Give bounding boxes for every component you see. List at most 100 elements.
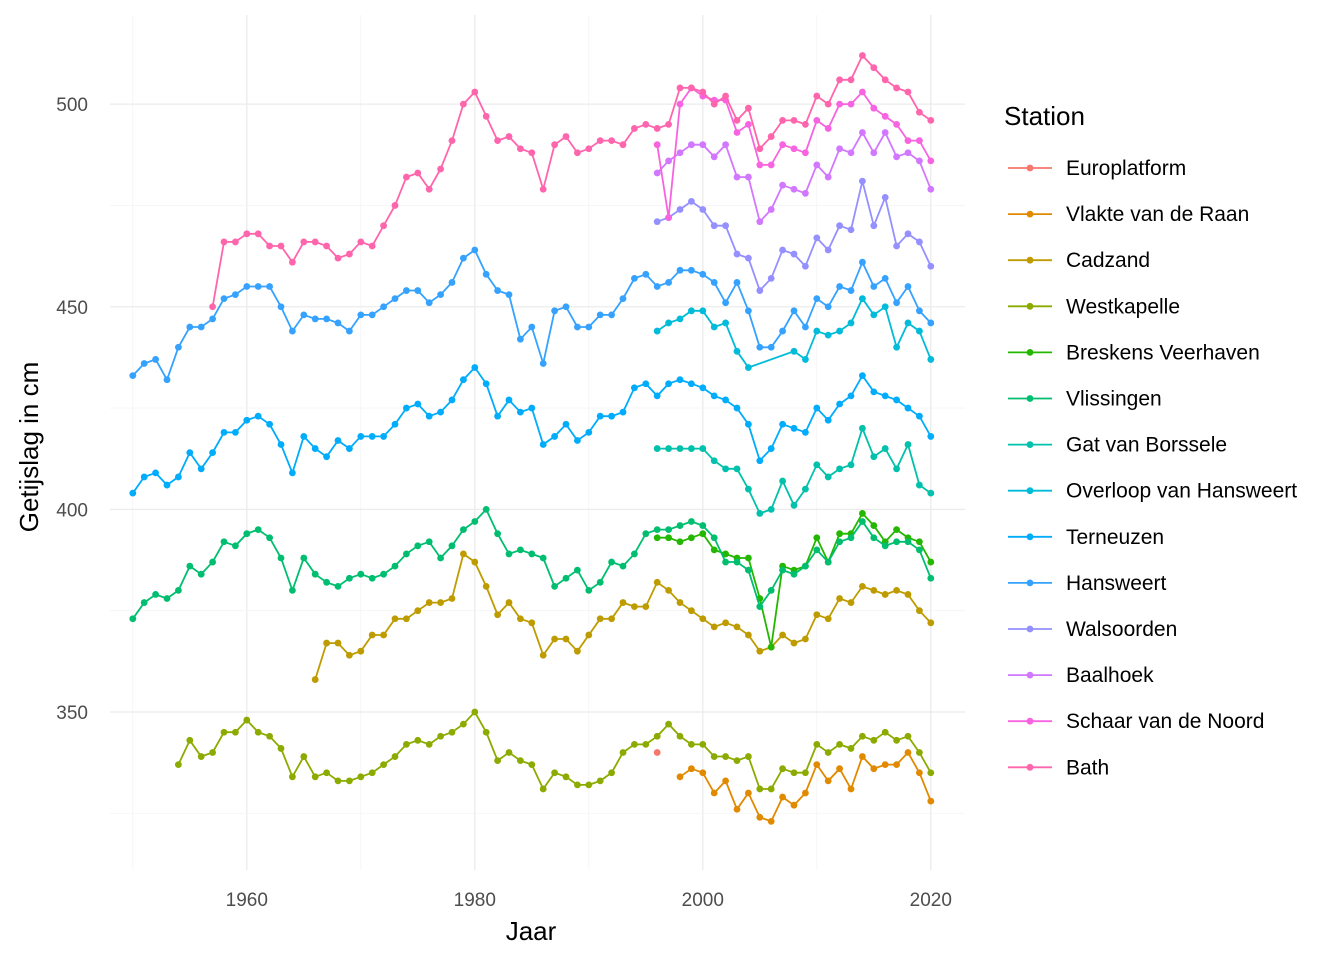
data-point (653, 392, 661, 400)
data-point (688, 534, 695, 542)
data-point (665, 526, 672, 534)
data-point (494, 611, 501, 619)
data-point (311, 315, 319, 323)
legend-key-point (1026, 717, 1034, 725)
data-point (859, 518, 866, 525)
data-point (254, 728, 262, 736)
data-point (311, 676, 319, 683)
series-line (132, 507, 932, 620)
data-point (357, 570, 365, 578)
data-point (346, 250, 353, 258)
data-point (380, 761, 387, 769)
data-point (699, 206, 707, 213)
data-point (745, 485, 752, 493)
data-point (482, 582, 490, 590)
data-point (551, 769, 558, 777)
data-point (688, 445, 695, 452)
data-point (847, 226, 855, 234)
data-point (175, 343, 182, 351)
data-point (881, 303, 889, 311)
data-point (722, 558, 729, 566)
legend-label: Breskens Veerhaven (1066, 341, 1260, 364)
y-tick-label: 450 (56, 298, 88, 319)
data-point (642, 603, 650, 611)
data-point (448, 396, 456, 404)
data-point (710, 457, 718, 465)
data-point (425, 299, 433, 307)
data-point (779, 116, 786, 124)
data-point (311, 570, 319, 578)
data-point (710, 392, 718, 400)
data-point (745, 554, 752, 562)
data-point (916, 307, 923, 315)
data-point (334, 777, 342, 785)
data-point (802, 189, 809, 197)
data-point (346, 651, 353, 659)
data-point (824, 615, 832, 623)
data-point (916, 481, 923, 489)
data-point (437, 165, 444, 173)
data-point (608, 615, 615, 623)
data-point (916, 137, 923, 145)
legend-label: Terneuzen (1066, 526, 1164, 549)
data-point (186, 736, 194, 744)
data-point (927, 262, 935, 270)
data-point (870, 388, 878, 396)
data-point (836, 100, 843, 108)
data-point (824, 558, 832, 566)
data-point (425, 185, 433, 193)
data-point (619, 408, 627, 416)
data-point (813, 461, 821, 469)
data-point (813, 234, 821, 242)
data-point (790, 116, 798, 124)
y-axis-title: Getijslag in cm (14, 362, 44, 533)
series-hansweert (129, 246, 935, 384)
data-point (836, 765, 843, 773)
legend-key-point (1026, 625, 1034, 633)
data-point (824, 473, 832, 481)
data-point (733, 116, 741, 124)
data-point (425, 412, 433, 420)
data-point (870, 765, 878, 773)
axes: 1960 1980 2000 2020 350 400 450 500 (56, 95, 952, 911)
data-point (631, 384, 638, 392)
data-point (676, 206, 684, 213)
data-point (209, 315, 217, 323)
data-point (653, 445, 661, 452)
data-point (311, 238, 319, 246)
data-point (505, 749, 513, 756)
data-point (904, 404, 912, 412)
data-point (779, 181, 786, 189)
data-point (676, 149, 684, 157)
data-point (266, 534, 273, 542)
data-point (699, 141, 707, 149)
data-point (790, 501, 798, 509)
data-point (790, 570, 798, 578)
legend-key-point (1026, 441, 1034, 448)
data-point (881, 274, 889, 282)
data-point (893, 526, 900, 534)
data-point (836, 595, 843, 602)
data-point (197, 570, 205, 578)
data-point (904, 749, 912, 756)
data-point (893, 761, 900, 769)
data-point (391, 420, 399, 428)
data-point (893, 587, 900, 594)
data-point (539, 441, 547, 448)
data-point (870, 736, 878, 744)
data-point (904, 732, 912, 740)
data-point (870, 104, 878, 112)
data-point (574, 149, 581, 157)
series-line (211, 53, 932, 307)
data-point (323, 242, 330, 250)
data-point (551, 582, 558, 590)
data-point (927, 157, 935, 165)
data-point (391, 753, 399, 760)
data-point (767, 161, 775, 169)
legend: Station Europlatform Vlakte van de Raan Ca… (1004, 101, 1297, 779)
data-point (391, 295, 399, 303)
data-point (653, 169, 661, 177)
data-point (710, 323, 718, 331)
data-point (710, 789, 718, 797)
data-point (152, 591, 160, 598)
